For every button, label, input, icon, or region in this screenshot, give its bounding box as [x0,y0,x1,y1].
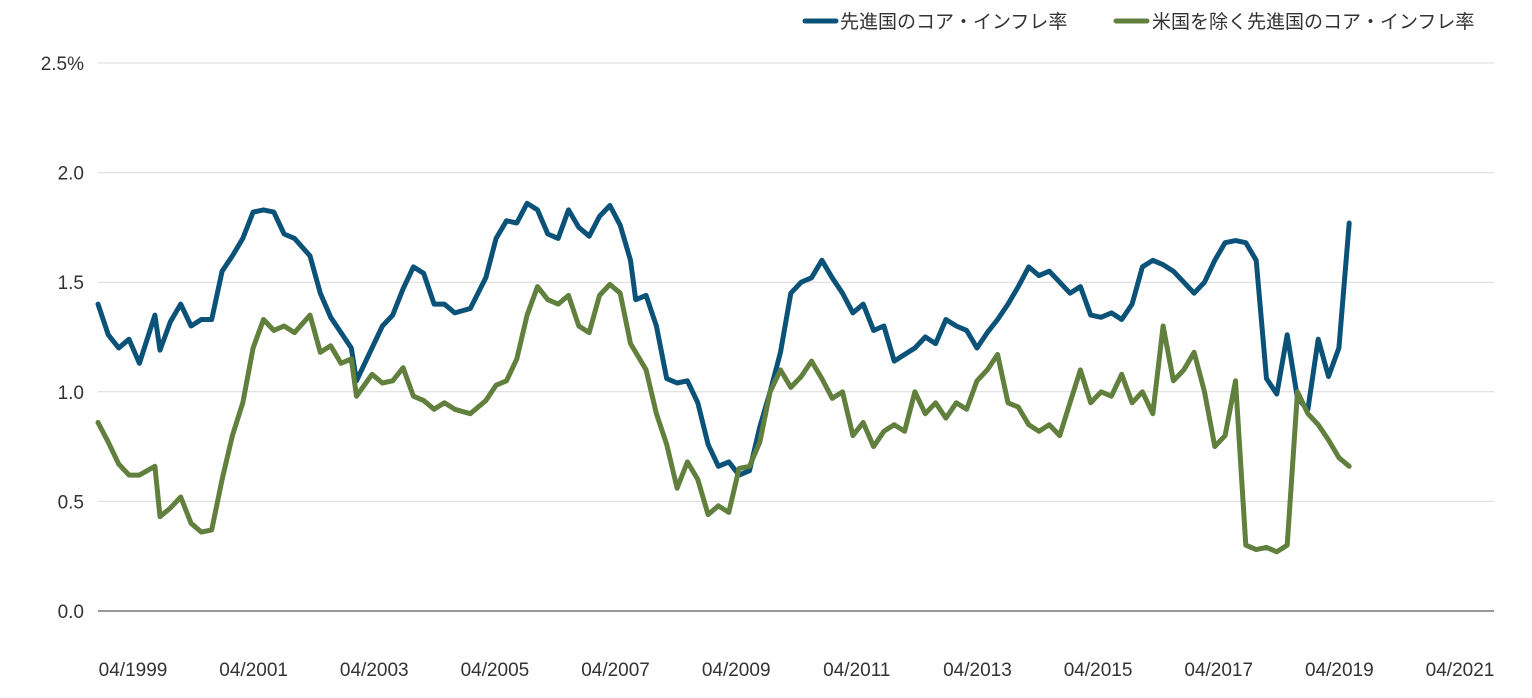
x-tick-label: 04/2009 [702,660,771,681]
series-line-2 [95,281,1352,555]
y-tick-label: 1.5 [58,273,84,294]
x-tick-label: 04/2011 [823,660,890,681]
series-line-1 [95,200,1352,478]
x-tick-label: 04/2015 [1064,660,1133,681]
x-tick-label: 04/2019 [1305,660,1374,681]
legend-label-series-2: 米国を除く先進国のコア・インフレ率 [1152,11,1474,33]
series-lines [95,200,1352,555]
legend: 先進国のコア・インフレ率 米国を除く先進国のコア・インフレ率 [802,11,1474,33]
x-tick-label: 04/1999 [99,660,168,681]
x-tick-label: 04/2001 [219,660,288,681]
legend-label-series-1: 先進国のコア・インフレ率 [840,11,1067,33]
x-tick-label: 04/2013 [943,660,1012,681]
y-axis-ticks: 0.0 0.5 1.0 1.5 2.0 2.5% [41,54,84,623]
x-tick-label: 04/2007 [581,660,650,681]
legend-item-series-2: 米国を除く先進国のコア・インフレ率 [1113,11,1474,33]
y-tick-label: 1.0 [58,383,84,404]
x-tick-label: 04/2005 [461,660,530,681]
legend-item-series-1: 先進国のコア・インフレ率 [802,11,1067,33]
grid-lines [98,62,1494,502]
x-axis-ticks: 04/1999 04/2001 04/2003 04/2005 04/2007 04/20… [99,660,1495,681]
x-tick-label: 04/2021 [1426,660,1495,681]
y-tick-label: 2.5% [41,54,84,75]
y-tick-label: 0.0 [58,602,84,623]
x-tick-label: 04/2017 [1184,660,1253,681]
y-tick-label: 0.5 [58,492,84,513]
y-tick-label: 2.0 [58,164,84,185]
x-tick-label: 04/2003 [340,660,409,681]
